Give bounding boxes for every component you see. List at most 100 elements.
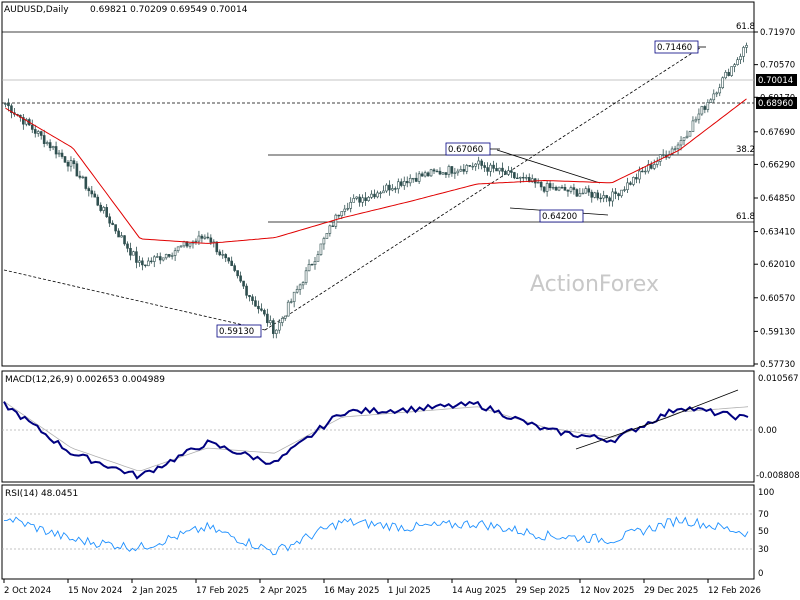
candle-body: [486, 167, 489, 172]
rsi-tick-0: 0: [758, 569, 763, 579]
pivot-low: 0.59130: [216, 324, 262, 338]
candle-body: [477, 160, 480, 165]
candle-body: [539, 181, 543, 188]
candle-body: [361, 197, 364, 203]
candle-body: [382, 190, 385, 194]
x-tick-label: 2 Apr 2025: [260, 586, 307, 596]
candle-body: [620, 189, 623, 197]
candle-body: [444, 172, 448, 175]
candle-body: [703, 106, 707, 110]
macd-tick-top: 0.010567: [758, 374, 799, 384]
candle-body: [269, 320, 272, 324]
channel-upper: [496, 149, 601, 184]
x-tick-label: 29 Sep 2025: [516, 586, 570, 596]
candle-body: [522, 176, 525, 179]
candle-body: [402, 181, 406, 186]
candle-body: [164, 254, 168, 259]
candle-body: [102, 207, 105, 211]
candle-body: [545, 183, 549, 192]
candle-body: [685, 135, 689, 139]
candle-body: [325, 233, 329, 239]
candle-body: [343, 208, 347, 212]
x-tick-label: 12 Nov 2025: [580, 586, 634, 596]
candle-body: [304, 270, 308, 283]
price-tick-label: 0.62010: [760, 260, 795, 270]
candle-body: [54, 146, 58, 155]
candle-body: [277, 322, 281, 331]
price-tick-label: 0.59130: [760, 327, 795, 337]
candle-body: [581, 192, 585, 195]
candle-body: [75, 163, 79, 177]
candle-body: [498, 167, 501, 172]
candle-body: [709, 99, 713, 103]
candle-body: [242, 280, 245, 287]
candle-body: [173, 250, 177, 256]
candle-body: [450, 166, 454, 174]
candle-body: [45, 142, 49, 144]
candle-body: [385, 184, 388, 192]
pivot-mid-low-label: 0.64200: [542, 212, 577, 222]
candle-body: [641, 170, 644, 173]
price-tick-label: 0.66290: [760, 160, 795, 170]
candle-body: [551, 186, 555, 189]
candle-body: [152, 256, 156, 262]
candle-body: [48, 142, 52, 149]
candle-body: [298, 284, 302, 290]
candle-body: [587, 188, 591, 193]
candle-body: [730, 66, 733, 76]
candle-body: [700, 106, 704, 115]
candle-body: [135, 251, 138, 263]
x-tick-label: 1 Jul 2025: [388, 586, 431, 596]
rsi-tick-70: 70: [758, 510, 769, 520]
candle-body: [626, 182, 629, 190]
candle-body: [655, 161, 659, 165]
candle-body: [200, 235, 204, 239]
candle-body: [423, 172, 427, 177]
candle-body: [42, 135, 46, 144]
candle-body: [275, 329, 278, 334]
candle-body: [334, 214, 338, 227]
candle-body: [218, 251, 222, 256]
candle-body: [25, 119, 28, 125]
watermark: ActionForex: [530, 272, 659, 297]
candle-body: [132, 251, 135, 256]
candle-body: [126, 243, 129, 249]
candle-body: [742, 47, 745, 57]
candle-body: [96, 196, 100, 206]
candle-body: [399, 181, 403, 186]
candle-body: [251, 296, 254, 301]
candle-body: [373, 193, 376, 198]
candle-body: [108, 216, 111, 224]
candle-body: [658, 154, 662, 162]
candle-body: [230, 260, 233, 266]
candle-body: [718, 87, 722, 94]
fib-top-label: 61.8: [736, 22, 755, 32]
candle-body: [87, 188, 91, 192]
candle-body: [227, 257, 230, 262]
candle-body: [203, 236, 207, 239]
time-axis: 2 Oct 2024 15 Nov 2024 2 Jan 2025 17 Feb 20…: [3, 579, 761, 596]
candle-body: [507, 170, 510, 175]
candle-body: [33, 129, 37, 134]
candle-body: [397, 181, 400, 190]
fib-low-label: 61.8: [736, 212, 755, 222]
candle-body: [39, 131, 43, 136]
candle-body: [224, 254, 228, 259]
candle-body: [489, 164, 492, 172]
price-tick-label: 0.71970: [760, 28, 795, 38]
trendline-up: [264, 47, 701, 331]
candle-body: [584, 188, 588, 194]
candle-body: [605, 195, 608, 199]
candle-body: [197, 235, 201, 242]
candle-body: [138, 260, 141, 263]
candle-body: [480, 160, 483, 166]
candle-body: [495, 168, 498, 172]
candle-body: [706, 102, 710, 110]
candle-body: [411, 177, 415, 180]
candle-body: [572, 187, 576, 190]
candle-body: [376, 192, 379, 198]
macd-tick-bottom: -0.008808: [756, 471, 800, 481]
candle-body: [736, 59, 739, 65]
candle-body: [733, 64, 736, 67]
